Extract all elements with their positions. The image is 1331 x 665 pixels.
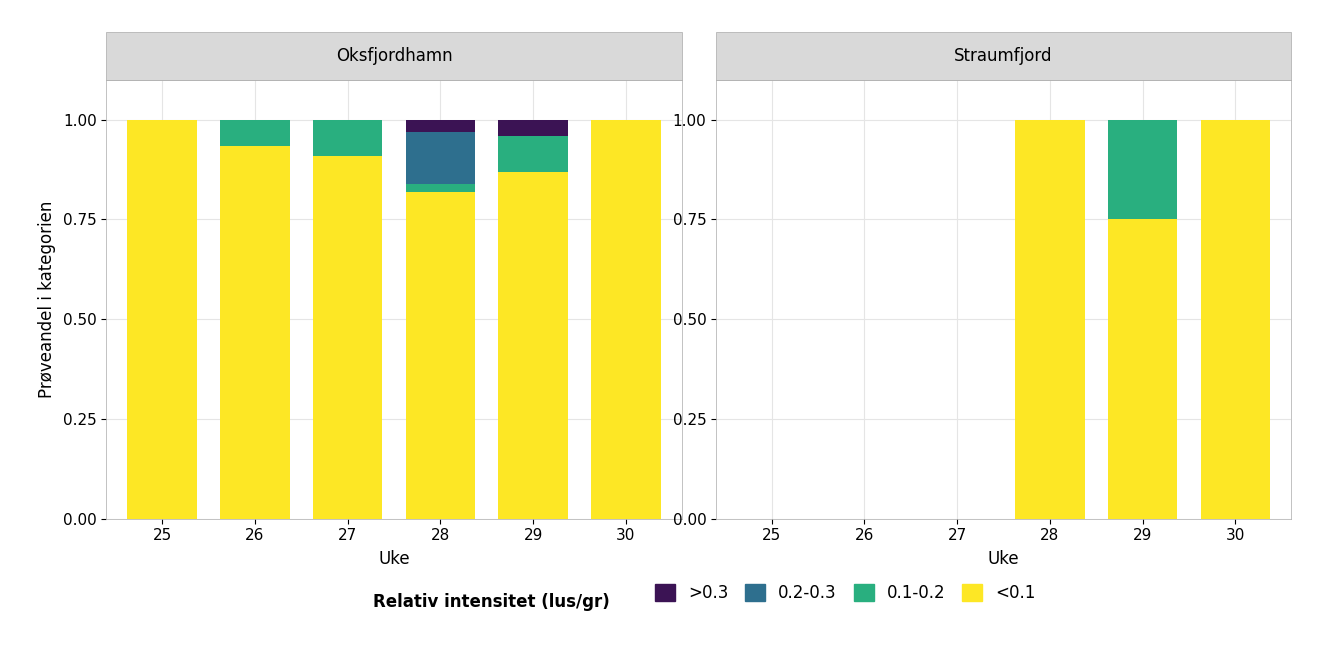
X-axis label: Uke: Uke: [378, 551, 410, 569]
Bar: [498, 172, 568, 519]
Legend: >0.3, 0.2-0.3, 0.1-0.2, <0.1: >0.3, 0.2-0.3, 0.1-0.2, <0.1: [648, 577, 1042, 608]
Text: Oksfjordhamn: Oksfjordhamn: [335, 47, 453, 65]
Bar: [220, 146, 290, 519]
Bar: [313, 156, 382, 519]
Bar: [220, 120, 290, 146]
Text: Oksfjordhamn: Oksfjordhamn: [335, 47, 453, 65]
Bar: [498, 136, 568, 172]
Bar: [716, 31, 1291, 80]
Text: Straumfjord: Straumfjord: [954, 47, 1053, 65]
Bar: [591, 120, 660, 519]
Bar: [406, 132, 475, 184]
Text: Relativ intensitet (lus/gr): Relativ intensitet (lus/gr): [373, 593, 610, 611]
Bar: [1107, 219, 1178, 519]
Bar: [128, 120, 197, 519]
Bar: [498, 120, 568, 136]
Bar: [406, 184, 475, 192]
Bar: [406, 120, 475, 132]
Text: Straumfjord: Straumfjord: [954, 47, 1053, 65]
Bar: [1201, 120, 1270, 519]
Bar: [106, 31, 681, 80]
Bar: [1107, 120, 1178, 219]
Bar: [313, 120, 382, 156]
Bar: [406, 192, 475, 519]
Y-axis label: Prøveandel i kategorien: Prøveandel i kategorien: [39, 201, 56, 398]
Bar: [1016, 120, 1085, 519]
X-axis label: Uke: Uke: [988, 551, 1020, 569]
